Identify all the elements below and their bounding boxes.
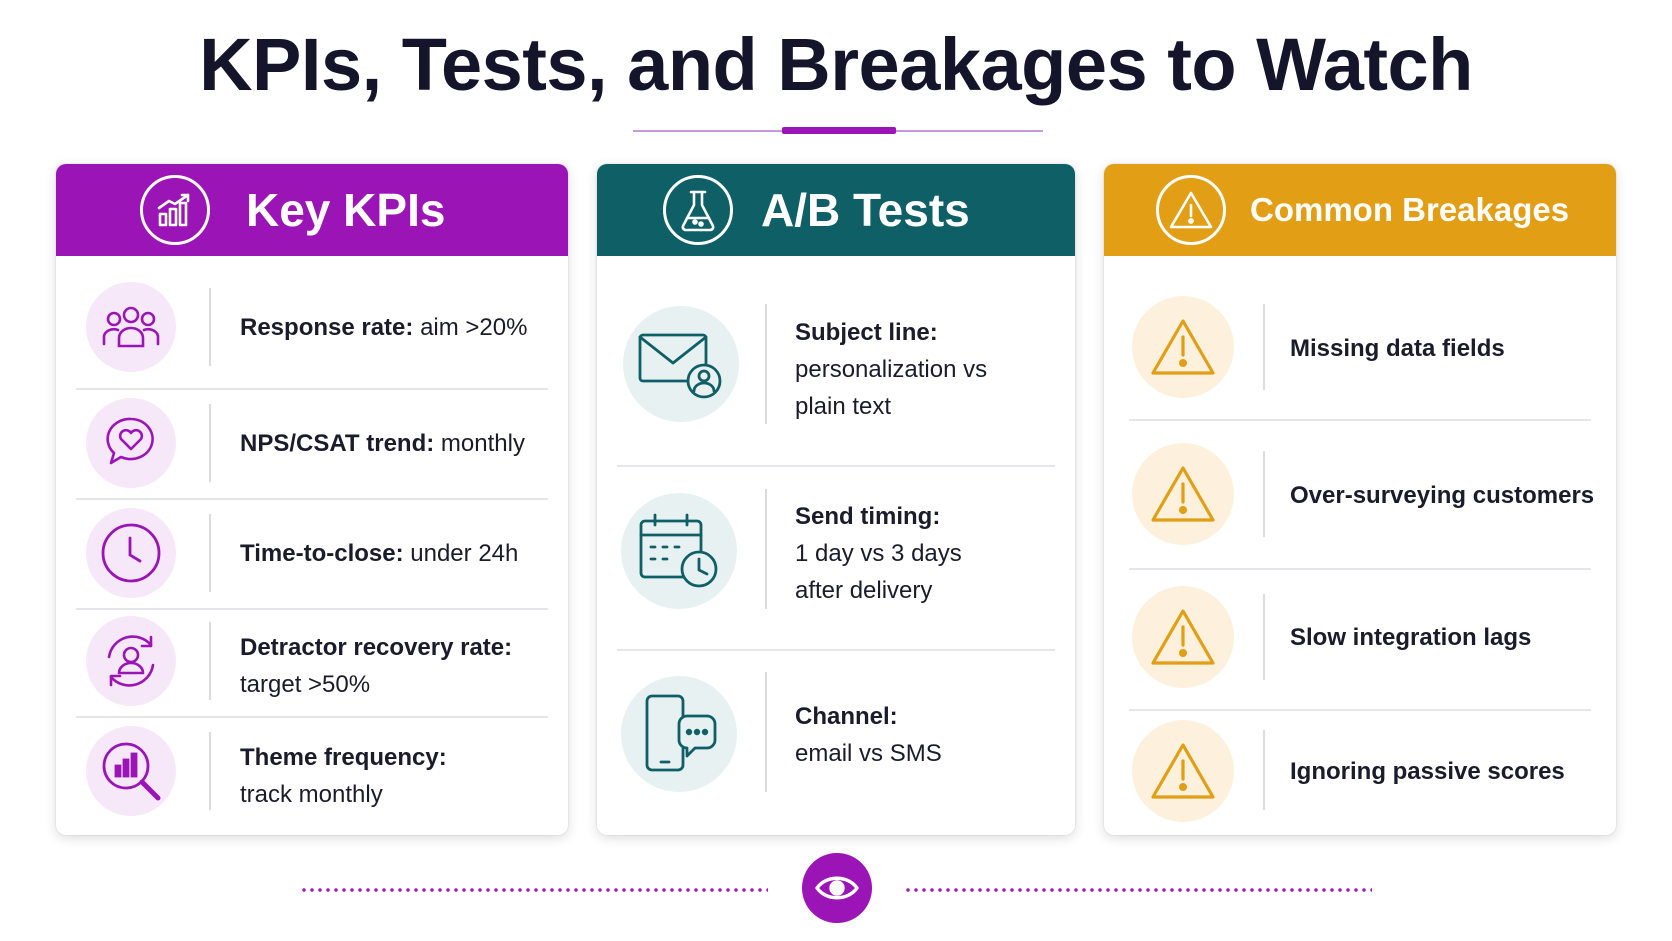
kpi-item-1-text: Response rate: aim >20% [240,309,527,346]
row-divider [209,732,211,810]
kpi-item-4-value: target >50% [240,671,371,698]
flask-icon [663,175,733,245]
page-title: KPIs, Tests, and Breakages to Watch [199,23,1473,106]
clock-icon [86,508,176,598]
kpi-item-4-label: Detractor recovery rate: [240,634,513,661]
user-recovery-icon [86,616,176,706]
ab-item-1-value-line2: plain text [795,393,892,420]
row-separator [76,608,548,610]
row-separator [617,465,1055,467]
row-separator [76,716,548,718]
breakage-item-4-text: Ignoring passive scores [1290,753,1565,790]
breakages-card: Common Breakages Missing data fields Ove… [1104,164,1616,835]
heart-chat-icon [86,398,176,488]
row-divider [209,622,211,700]
ab-item-2-label: Send timing: [795,503,941,530]
warning-icon [1132,296,1234,398]
kpi-item-3-label: Time-to-close: [240,540,404,567]
breakages-card-header: Common Breakages [1104,164,1616,256]
kpi-item-3-value: under 24h [410,540,519,567]
phone-chat-icon [621,676,737,792]
kpi-card-title: Key KPIs [246,184,446,236]
row-divider [1263,730,1265,810]
kpi-item-5-text: Theme frequency: track monthly [240,739,447,813]
title-underline-accent [782,127,896,134]
kpi-item-3-text: Time-to-close: under 24h [240,535,518,572]
breakage-item-2-text: Over-surveying customers [1290,477,1594,514]
warning-icon [1132,443,1234,545]
row-divider [765,489,767,609]
breakage-item-2-label: Over-surveying customers [1290,482,1595,509]
row-separator [1129,419,1591,421]
warning-icon [1156,175,1226,245]
kpi-item-1-value: aim >20% [420,314,528,341]
breakages-card-title: Common Breakages [1250,191,1570,228]
row-separator [1129,709,1591,711]
people-group-icon [86,282,176,372]
breakage-item-3-label: Slow integration lags [1290,624,1532,651]
row-divider [1263,451,1265,537]
kpi-item-4-text: Detractor recovery rate: target >50% [240,629,512,703]
ab-tests-card-title: A/B Tests [761,184,970,236]
breakage-item-4-label: Ignoring passive scores [1290,758,1565,785]
row-separator [617,649,1055,651]
kpi-item-1-label: Response rate: [240,314,414,341]
breakage-item-1-label: Missing data fields [1290,335,1505,362]
row-separator [1129,568,1591,570]
eye-icon [802,853,872,923]
row-divider [209,288,211,366]
footer-dotted-line-right [904,888,1372,892]
kpi-item-5-label: Theme frequency: [240,744,447,771]
ab-item-3-text: Channel: email vs SMS [795,698,942,772]
kpi-item-2-label: NPS/CSAT trend: [240,430,435,457]
row-divider [209,404,211,482]
row-separator [76,498,548,500]
chart-growth-icon [140,175,210,245]
breakage-item-3-text: Slow integration lags [1290,619,1531,656]
ab-item-2-text: Send timing: 1 day vs 3 days after deliv… [795,498,962,609]
row-separator [76,388,548,390]
row-divider [1263,594,1265,680]
row-divider [209,514,211,592]
kpi-item-5-value: track monthly [240,781,383,808]
ab-item-1-text: Subject line: personalization vs plain t… [795,314,987,425]
ab-item-1-value-line1: personalization vs [795,356,988,383]
ab-item-2-value-line2: after delivery [795,577,933,604]
row-divider [1263,304,1265,390]
ab-tests-card-header: A/B Tests [597,164,1075,256]
row-divider [765,672,767,792]
kpi-item-2-text: NPS/CSAT trend: monthly [240,425,525,462]
ab-item-1-label: Subject line: [795,319,938,346]
warning-icon [1132,720,1234,822]
kpi-item-2-value: monthly [440,430,525,457]
chart-magnifier-icon [86,726,176,816]
mail-user-icon [623,306,739,422]
row-divider [765,304,767,424]
kpi-card-header: Key KPIs [56,164,568,256]
ab-item-3-label: Channel: [795,703,898,730]
calendar-clock-icon [621,493,737,609]
breakage-item-1-text: Missing data fields [1290,330,1505,367]
ab-item-3-value-line1: email vs SMS [795,740,942,767]
warning-icon [1132,586,1234,688]
kpi-card: Key KPIs Response rate: aim >20% NPS/CSA… [56,164,568,835]
ab-item-2-value-line1: 1 day vs 3 days [795,540,962,567]
footer-dotted-line-left [300,888,768,892]
ab-tests-card: A/B Tests Subject line: personalization … [597,164,1075,835]
